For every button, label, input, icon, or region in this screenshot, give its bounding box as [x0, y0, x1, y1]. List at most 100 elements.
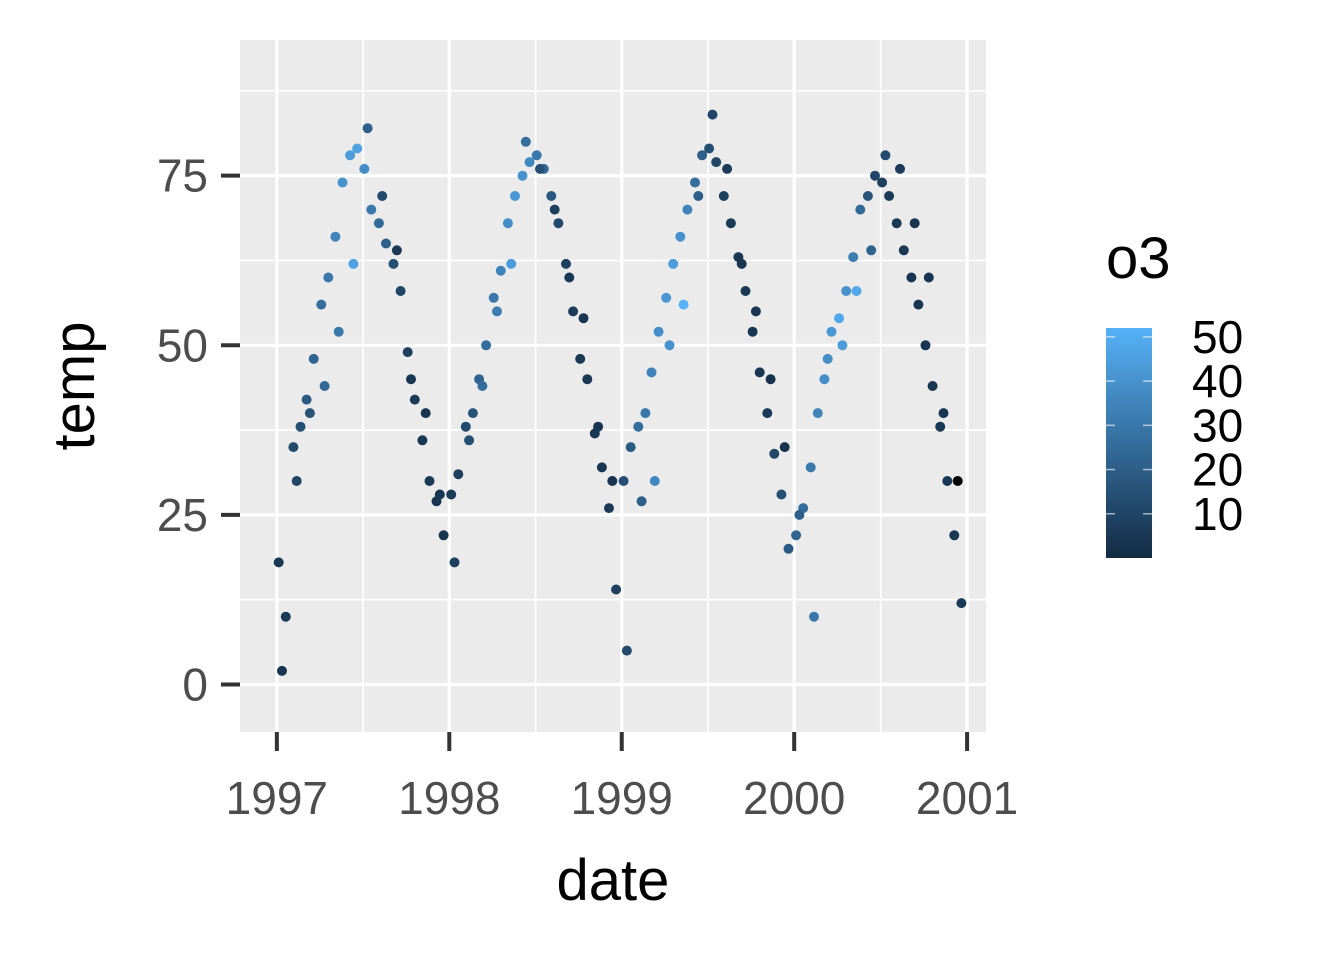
legend-label: 20 — [1192, 444, 1243, 496]
data-point — [596, 462, 607, 473]
data-point — [607, 476, 618, 486]
data-point — [636, 496, 647, 507]
data-point — [819, 374, 830, 385]
data-point — [923, 272, 934, 283]
data-point — [725, 218, 736, 229]
data-point — [288, 442, 299, 453]
legend-colorbar — [1106, 328, 1152, 558]
data-point — [477, 381, 488, 391]
data-point — [826, 326, 837, 337]
y-tick-label: 75 — [157, 150, 208, 202]
data-point — [453, 469, 464, 480]
data-point — [794, 509, 805, 520]
data-point — [693, 191, 704, 201]
data-point — [927, 381, 938, 391]
data-point — [675, 231, 686, 242]
data-point — [291, 476, 302, 486]
data-point — [640, 408, 651, 419]
data-point — [280, 611, 291, 622]
data-point — [750, 306, 761, 317]
data-point — [769, 448, 780, 459]
data-point — [762, 408, 773, 419]
data-point — [848, 252, 859, 263]
data-point — [809, 611, 819, 622]
data-point — [348, 258, 359, 269]
y-axis: 0 25 50 75 — [157, 150, 240, 711]
x-tick-label: 2001 — [916, 772, 1018, 824]
data-point — [791, 530, 802, 541]
data-point — [621, 645, 632, 656]
data-point — [520, 136, 531, 147]
data-point — [308, 353, 319, 364]
data-point — [711, 157, 722, 168]
data-point — [449, 557, 460, 568]
data-point — [783, 543, 794, 554]
data-point — [891, 218, 902, 229]
data-point — [352, 143, 363, 154]
data-point — [273, 557, 284, 568]
data-point — [877, 177, 888, 188]
data-point — [747, 326, 758, 337]
data-point — [837, 340, 848, 351]
panel-background — [240, 40, 986, 732]
data-point — [805, 462, 816, 473]
legend-label: 10 — [1192, 488, 1243, 540]
data-point — [765, 374, 776, 385]
data-point — [906, 272, 917, 283]
data-point — [690, 177, 700, 188]
data-point — [862, 191, 873, 201]
data-point — [424, 476, 435, 486]
data-point — [704, 143, 715, 154]
data-point — [575, 353, 586, 364]
data-point — [593, 421, 604, 432]
x-tick-label: 1999 — [571, 772, 673, 824]
data-point — [510, 191, 520, 201]
data-point — [870, 170, 880, 181]
data-point — [578, 313, 589, 324]
data-point — [938, 408, 949, 419]
data-point — [898, 245, 909, 256]
data-point — [841, 286, 852, 296]
data-point — [295, 421, 306, 432]
data-point — [822, 353, 833, 364]
x-tick-label: 1998 — [398, 772, 500, 824]
data-point — [373, 218, 384, 229]
data-point — [855, 204, 866, 215]
data-point — [362, 123, 373, 134]
y-tick-label: 50 — [157, 319, 208, 371]
data-point — [488, 292, 499, 303]
data-point — [952, 476, 963, 486]
data-point — [722, 163, 733, 174]
data-point — [935, 421, 946, 432]
data-point — [319, 381, 330, 391]
data-point — [740, 286, 751, 296]
data-point — [502, 218, 513, 229]
data-point — [909, 218, 920, 229]
data-point — [446, 489, 457, 500]
data-points — [273, 109, 967, 676]
data-point — [277, 665, 287, 676]
data-point — [531, 150, 542, 161]
data-point — [611, 584, 622, 595]
data-point — [942, 476, 953, 486]
data-point — [467, 408, 478, 419]
x-axis: 1997 1998 1999 2000 2001 — [226, 732, 1018, 824]
data-point — [301, 394, 312, 405]
data-point — [618, 476, 629, 486]
data-point — [678, 299, 689, 310]
data-point — [633, 421, 644, 432]
data-point — [754, 367, 765, 378]
data-point — [316, 299, 327, 310]
data-point — [949, 530, 960, 541]
data-point — [604, 503, 614, 514]
data-point — [323, 272, 334, 283]
data-point — [956, 598, 967, 609]
y-axis-title: temp — [42, 322, 107, 451]
data-point — [304, 408, 315, 419]
data-point — [834, 313, 845, 324]
data-point — [402, 347, 413, 358]
data-point — [779, 442, 790, 453]
data-point — [464, 435, 475, 446]
